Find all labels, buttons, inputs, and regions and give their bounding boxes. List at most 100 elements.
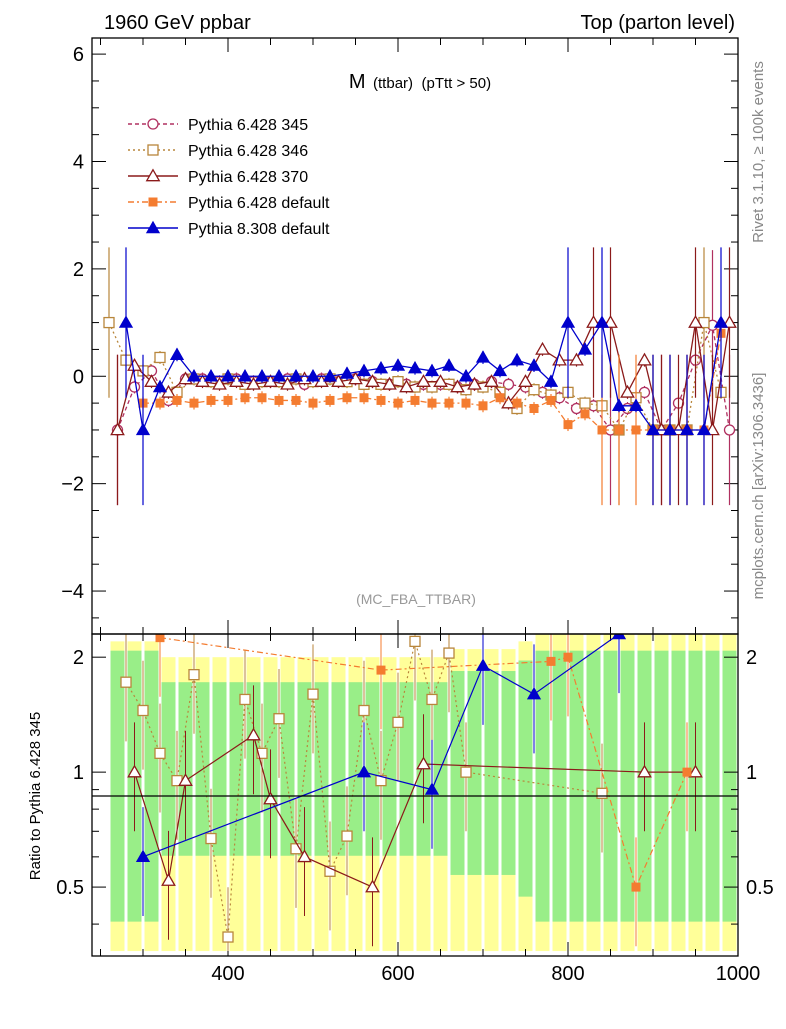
data-point bbox=[580, 409, 590, 419]
ratio-y-tick-label-right: 0.5 bbox=[746, 877, 774, 899]
data-point bbox=[339, 366, 355, 379]
data-point bbox=[154, 351, 166, 364]
data-point bbox=[407, 360, 423, 374]
ratio-point bbox=[137, 704, 149, 717]
data-point bbox=[155, 398, 165, 408]
data-point bbox=[628, 398, 644, 411]
legend-marker bbox=[145, 220, 161, 234]
data-point bbox=[518, 374, 533, 387]
data-point bbox=[169, 347, 185, 360]
analysis-watermark: (MC_FBA_TTBAR) bbox=[356, 591, 476, 607]
ratio-point bbox=[611, 634, 627, 640]
ratio-point bbox=[375, 774, 387, 787]
ratio-band-inner bbox=[518, 660, 533, 897]
data-point bbox=[512, 398, 522, 408]
legend-label: Pythia 6.428 346 bbox=[188, 143, 308, 160]
data-point bbox=[433, 374, 448, 387]
data-point bbox=[671, 422, 686, 436]
data-point bbox=[365, 374, 380, 387]
ratio-band-inner bbox=[450, 671, 465, 875]
ratio-y-tick-label: 1 bbox=[73, 762, 84, 784]
ratio-point bbox=[546, 656, 556, 666]
ratio-point bbox=[416, 756, 431, 770]
data-point bbox=[696, 422, 712, 436]
data-point bbox=[654, 422, 669, 436]
ratio-band-inner bbox=[586, 650, 601, 922]
data-point bbox=[376, 395, 386, 405]
ratio-point bbox=[120, 676, 132, 688]
ratio-band-inner bbox=[314, 682, 329, 856]
tick-labels: 400 600 800 1000 −4 −2 0 2 4 6 0.5 0.5 1 1 2 2 bbox=[56, 44, 774, 985]
ratio-point bbox=[222, 931, 234, 943]
ratio-point bbox=[154, 747, 166, 759]
legend-label: Pythia 6.428 345 bbox=[188, 117, 308, 134]
data-point bbox=[110, 422, 125, 436]
data-point bbox=[579, 397, 591, 409]
data-point bbox=[308, 398, 318, 408]
data-point bbox=[305, 369, 321, 382]
data-point bbox=[274, 395, 284, 405]
data-point bbox=[645, 422, 661, 436]
ratio-point bbox=[324, 865, 336, 877]
ratio-point bbox=[475, 658, 491, 671]
data-point bbox=[189, 398, 199, 408]
ratio-point bbox=[155, 634, 165, 643]
data-point bbox=[356, 363, 372, 377]
header-right-label: Top (parton level) bbox=[580, 12, 735, 34]
ratio-point bbox=[307, 688, 319, 700]
ratio-point bbox=[424, 782, 440, 795]
ratio-band-inner bbox=[399, 682, 414, 856]
data-point bbox=[723, 424, 736, 436]
x-tick-label: 800 bbox=[551, 963, 584, 985]
data-point bbox=[325, 395, 335, 405]
ratio-band-inner bbox=[552, 650, 567, 922]
ratio-band-inner bbox=[569, 650, 584, 922]
data-point bbox=[128, 381, 141, 393]
data-point bbox=[586, 315, 601, 328]
x-tick-label: 600 bbox=[381, 963, 414, 985]
data-point bbox=[637, 352, 652, 366]
ratio-band-inner bbox=[110, 650, 125, 922]
ratio-band-inner bbox=[705, 650, 720, 922]
data-point bbox=[393, 398, 403, 408]
data-point bbox=[203, 369, 219, 382]
x-tick-label: 400 bbox=[211, 963, 244, 985]
ratio-band-inner bbox=[144, 650, 159, 922]
data-point bbox=[223, 395, 233, 405]
data-point bbox=[475, 350, 491, 363]
ratio-point bbox=[178, 773, 193, 786]
main-plot-series bbox=[103, 247, 737, 506]
header-left-label: 1960 GeV ppbar bbox=[104, 12, 251, 34]
data-point bbox=[288, 369, 304, 382]
ratio-band-inner bbox=[671, 650, 686, 922]
data-point bbox=[118, 315, 134, 328]
ratio-band-inner bbox=[654, 650, 669, 922]
data-point bbox=[529, 403, 539, 413]
ratio-band-inner bbox=[501, 671, 516, 875]
data-point bbox=[597, 425, 607, 435]
x-tick-label: 1000 bbox=[716, 963, 761, 985]
ratio-point bbox=[409, 635, 421, 648]
data-point bbox=[220, 369, 236, 382]
ratio-point bbox=[460, 766, 472, 778]
plot-title-cut: (pTtt > 50) bbox=[421, 75, 491, 92]
ratio-point bbox=[290, 843, 302, 855]
data-point bbox=[257, 393, 267, 403]
data-point bbox=[631, 425, 641, 435]
data-point bbox=[359, 393, 369, 403]
plot-title: M (ttbar) (pTtt > 50) bbox=[349, 71, 491, 93]
data-point bbox=[461, 398, 471, 408]
ratio-point bbox=[688, 764, 703, 778]
data-point bbox=[271, 369, 287, 382]
ratio-point bbox=[563, 652, 573, 662]
ratio-point bbox=[376, 665, 386, 675]
ratio-band-inner bbox=[280, 682, 295, 856]
ratio-y-tick-label: 2 bbox=[73, 647, 84, 669]
data-point bbox=[416, 374, 431, 387]
data-point bbox=[135, 422, 151, 436]
data-point bbox=[722, 315, 737, 328]
ratio-point bbox=[188, 669, 200, 681]
data-point bbox=[492, 363, 508, 377]
legend-label: Pythia 6.428 370 bbox=[188, 169, 308, 186]
ratio-point bbox=[135, 849, 151, 863]
